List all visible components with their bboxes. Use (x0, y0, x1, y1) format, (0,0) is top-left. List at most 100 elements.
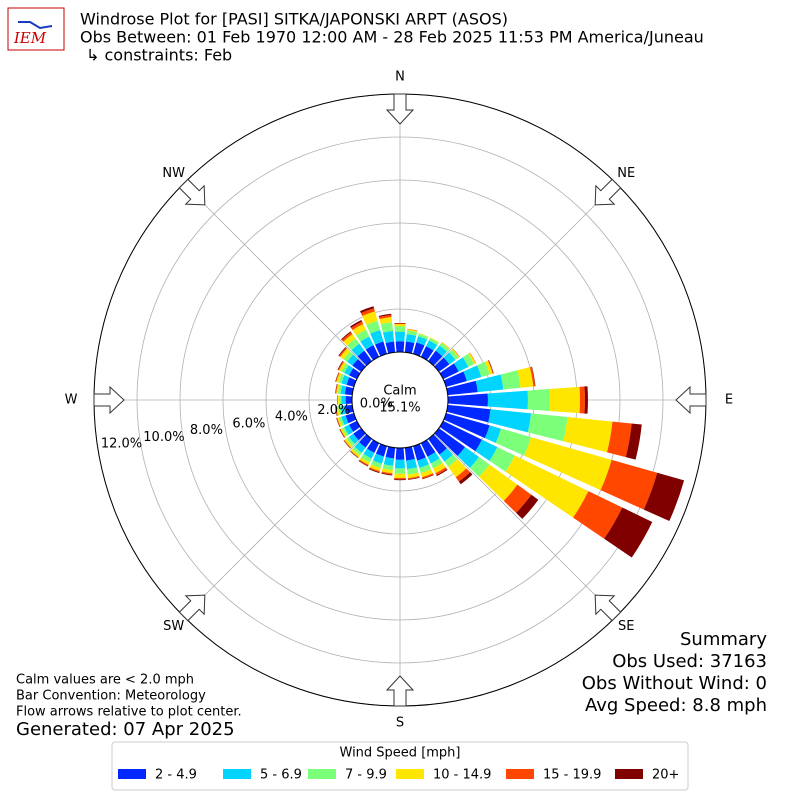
bar-segment (420, 439, 436, 457)
bar-segment (351, 321, 364, 331)
bar-segment (339, 429, 345, 438)
bar-segment (335, 372, 339, 382)
bar-segment (407, 476, 420, 480)
bar-segment (395, 447, 405, 460)
bar-segment (350, 320, 363, 328)
bar-segment (382, 464, 394, 471)
bar-segment (439, 342, 450, 352)
bar-segment (363, 448, 375, 459)
r-tick-label: 2.0% (317, 403, 350, 418)
bar-segment (351, 343, 365, 357)
bar-segment (428, 434, 447, 455)
bar-segment (346, 436, 355, 447)
bar-segment (429, 337, 440, 344)
bar-segment (379, 316, 393, 325)
bar-segment (340, 428, 347, 438)
bar-segment (380, 322, 393, 333)
legend-swatch (506, 769, 534, 779)
bar-segment (500, 370, 521, 390)
bar-segment (335, 384, 338, 394)
bar-segment (394, 326, 406, 332)
bar-segment (352, 323, 367, 336)
bar-segment (487, 390, 528, 410)
bar-segment (335, 406, 338, 416)
bar-segment (527, 413, 568, 442)
logo-text: IEM (13, 29, 47, 47)
bar-segment (370, 330, 384, 345)
bar-segment (527, 389, 550, 411)
bar-segment (488, 409, 532, 433)
direction-label: SE (618, 619, 634, 634)
bar-segment (378, 314, 392, 320)
summary-line: Obs Used: 37163 (612, 651, 767, 672)
grid-spoke (183, 183, 367, 367)
bar-segment (338, 416, 345, 427)
bar-segment (357, 350, 372, 366)
bar-segment (337, 395, 340, 405)
bar-segment (343, 351, 354, 362)
direction-label: W (65, 393, 78, 408)
bar-segment (584, 386, 588, 414)
bar-segment (430, 458, 443, 469)
bar-segment (350, 450, 359, 458)
bar-segment (394, 473, 406, 479)
generated: Generated: 07 Apr 2025 (16, 719, 235, 740)
bar-segment (394, 323, 406, 325)
bar-segment (517, 367, 534, 388)
bar-segment (604, 507, 653, 558)
bar-segment (338, 361, 344, 371)
bar-segment (447, 393, 488, 407)
bar-segment (418, 333, 429, 340)
bar-segment (366, 320, 381, 334)
bar-segment (336, 384, 340, 394)
bar-segment (366, 439, 380, 453)
bar-segment (451, 348, 460, 358)
legend-swatch (308, 769, 336, 779)
bar-segment (347, 338, 360, 351)
bar-segment (579, 386, 585, 414)
calm-label: Calm (383, 384, 416, 399)
bar-segment (394, 459, 406, 469)
bar-segment (340, 348, 351, 360)
bar-segment (516, 494, 539, 519)
bar-segment (435, 467, 447, 476)
calm-circle (351, 351, 449, 449)
bar-segment (341, 331, 352, 341)
bar-segment (394, 322, 406, 324)
bar-segment (529, 366, 536, 387)
bar-segment (407, 328, 418, 331)
bar-segment (419, 464, 432, 474)
bar-segment (371, 460, 382, 468)
grid-spoke (433, 433, 617, 617)
flow-arrow (93, 385, 125, 415)
bar-segment (434, 357, 450, 372)
flow-arrow (594, 178, 622, 206)
bar-segment (343, 440, 351, 449)
bar-segment (435, 345, 447, 357)
bar-segment (441, 341, 450, 349)
bar-segment (375, 341, 387, 357)
bar-segment (446, 404, 491, 423)
bar-segment (625, 423, 642, 460)
bar-segment (404, 446, 415, 461)
bar-segment (336, 406, 340, 416)
flow-arrow (178, 178, 206, 206)
bar-segment (341, 415, 349, 425)
bar-segment (420, 469, 433, 478)
bar-segment (428, 350, 443, 366)
bar-segment (433, 462, 446, 474)
bar-segment (378, 313, 392, 317)
bar-segment (381, 471, 393, 475)
bar-segment (381, 468, 393, 474)
bar-segment (337, 360, 344, 371)
bar-segment (339, 395, 342, 405)
bar-segment (563, 417, 613, 453)
bar-segment (404, 341, 415, 354)
bar-segment (343, 440, 351, 449)
bar-segment (428, 338, 439, 346)
legend-title: Wind Speed [mph] (340, 746, 461, 761)
bar-segment (375, 443, 387, 457)
bar-segment (479, 464, 518, 501)
bar-segment (356, 329, 370, 342)
